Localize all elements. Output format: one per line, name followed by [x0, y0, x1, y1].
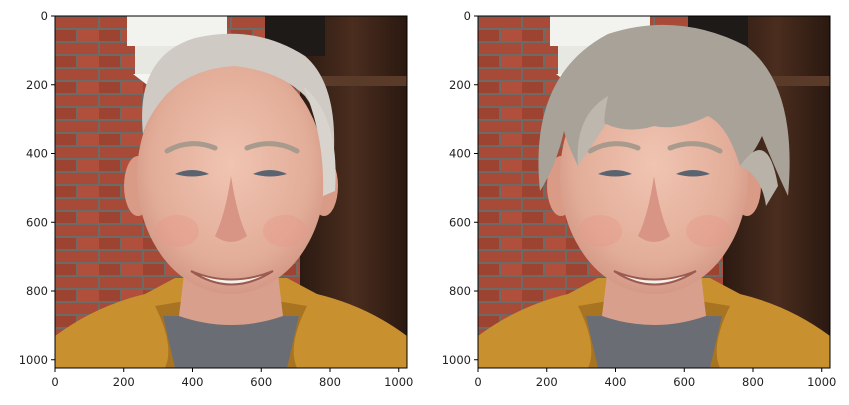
right-axes-frame	[477, 15, 831, 369]
left-y-tick-label: 400	[26, 147, 48, 161]
left-x-tick-label: 800	[319, 375, 341, 389]
left-y-tick-label: 600	[26, 215, 48, 229]
left-y-tick-label: 1000	[19, 353, 48, 367]
left-panel: 0 0 200 200 400 400 600 600 800 800 1000 1000	[19, 9, 414, 389]
right-panel: 0 0 200 200 400 400 600 600 800 800 1000 1000	[442, 9, 837, 389]
left-x-tick-label: 200	[113, 375, 135, 389]
right-y-tick-label: 600	[449, 215, 471, 229]
left-portrait-image	[55, 16, 407, 368]
left-hair	[142, 33, 335, 166]
right-hair	[538, 24, 790, 197]
right-x-tick-label: 400	[605, 375, 627, 389]
right-portrait-image	[478, 16, 830, 368]
right-x-tick-label: 600	[673, 375, 695, 389]
left-x-tick-label: 0	[51, 375, 58, 389]
right-x-tick-label: 800	[742, 375, 764, 389]
right-y-tick-label: 800	[449, 284, 471, 298]
left-x-tick-label: 400	[182, 375, 204, 389]
left-y-tick-label: 0	[41, 9, 48, 23]
right-axes-ticks: 0 0 200 200 400 400 600 600 800 800 1000 1000	[442, 9, 837, 389]
left-x-tick-label: 600	[250, 375, 272, 389]
right-y-tick-label: 400	[449, 147, 471, 161]
right-x-tick-label: 0	[474, 375, 481, 389]
right-y-tick-label: 1000	[442, 353, 471, 367]
left-x-tick-label: 1000	[384, 375, 413, 389]
left-axes-frame	[54, 15, 408, 369]
left-y-tick-label: 800	[26, 284, 48, 298]
left-axes-ticks: 0 0 200 200 400 400 600 600 800 800 1000 1000	[19, 9, 414, 389]
left-y-tick-label: 200	[26, 78, 48, 92]
right-x-tick-label: 200	[536, 375, 558, 389]
right-y-tick-label: 0	[464, 9, 471, 23]
right-x-tick-label: 1000	[807, 375, 836, 389]
right-y-tick-label: 200	[449, 78, 471, 92]
